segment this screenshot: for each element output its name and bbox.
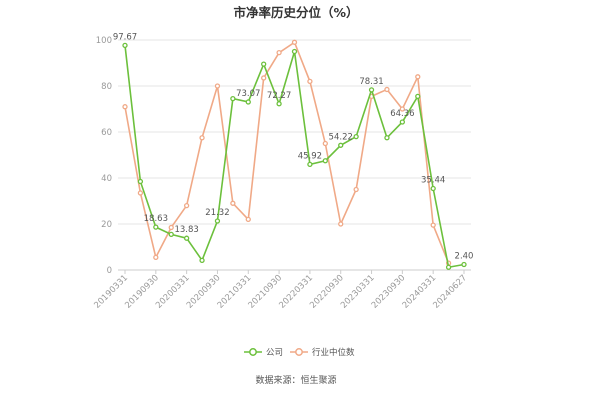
data-point[interactable]	[276, 101, 282, 107]
legend-label: 行业中位数	[312, 347, 355, 358]
data-point[interactable]	[276, 50, 282, 56]
data-label: 18.63	[144, 214, 168, 224]
data-label: 13.83	[174, 225, 198, 235]
data-point[interactable]	[230, 96, 236, 102]
data-point[interactable]	[322, 140, 328, 147]
data-label: 78.31	[359, 77, 383, 87]
data-point[interactable]	[399, 106, 406, 112]
data-point[interactable]	[261, 61, 267, 67]
data-point[interactable]	[199, 257, 205, 263]
data-point[interactable]	[399, 119, 406, 125]
legend-item-company[interactable]: 公司	[244, 348, 283, 358]
data-point[interactable]	[183, 202, 190, 209]
data-point[interactable]	[168, 224, 174, 231]
data-point[interactable]	[291, 48, 298, 55]
data-point[interactable]	[137, 190, 144, 196]
data-label: 72.27	[267, 91, 291, 101]
data-point[interactable]	[245, 99, 251, 105]
y-tick-label: 100	[96, 36, 112, 46]
data-point[interactable]	[199, 135, 205, 141]
data-point[interactable]	[368, 87, 375, 93]
series-lines	[122, 39, 467, 270]
data-point[interactable]	[384, 135, 390, 141]
data-point[interactable]	[245, 216, 251, 223]
data-point[interactable]	[415, 93, 421, 99]
x-tick-label: 20240627	[431, 273, 469, 311]
data-source-note: 数据来源：恒生聚源	[255, 374, 336, 386]
data-point[interactable]	[214, 83, 221, 89]
data-label: 97.67	[113, 32, 137, 42]
y-tick-label: 40	[101, 174, 112, 184]
y-tick-label: 20	[101, 220, 112, 230]
y-tick-label: 60	[101, 128, 112, 138]
series-line-industry-median	[124, 41, 450, 264]
data-point[interactable]	[430, 222, 436, 228]
data-point[interactable]	[168, 231, 174, 238]
data-point[interactable]	[322, 158, 328, 164]
x-axis: 2019033120190930202003312020093020210331…	[92, 270, 469, 311]
data-label: 35.44	[421, 175, 445, 185]
y-tick-label: 80	[101, 82, 112, 92]
data-point[interactable]	[153, 224, 159, 230]
legend-item-industry-median[interactable]: 行业中位数	[290, 347, 355, 358]
data-point[interactable]	[153, 254, 159, 261]
data-point[interactable]	[461, 261, 467, 268]
data-point[interactable]	[445, 264, 452, 270]
chart-title: 市净率历史分位（%）	[233, 5, 358, 20]
data-point[interactable]	[353, 133, 359, 140]
data-point[interactable]	[430, 185, 436, 192]
data-labels: 97.67 18.63 13.83 21.32 73.07 72.27 45.92 54.22…	[113, 32, 474, 261]
data-point[interactable]	[384, 86, 390, 93]
data-label: 64.36	[390, 109, 414, 119]
data-point[interactable]	[214, 218, 221, 224]
data-label: 2.40	[455, 251, 474, 261]
data-point[interactable]	[291, 39, 298, 45]
y-axis: 0 20 40 60 80 100	[96, 36, 112, 276]
legend-label: 公司	[266, 348, 283, 358]
data-point[interactable]	[415, 74, 421, 80]
data-label: 21.32	[205, 208, 229, 218]
data-point[interactable]	[353, 186, 359, 193]
data-point[interactable]	[137, 178, 144, 185]
data-label: 45.92	[298, 151, 322, 161]
y-tick-label: 0	[107, 266, 112, 276]
data-point[interactable]	[307, 161, 313, 168]
legend-marker	[249, 348, 257, 356]
data-point[interactable]	[230, 200, 236, 206]
data-point[interactable]	[307, 78, 313, 85]
data-point[interactable]	[261, 75, 267, 81]
data-point[interactable]	[183, 235, 190, 241]
data-label: 73.07	[236, 89, 260, 99]
data-point[interactable]	[122, 42, 128, 49]
data-point[interactable]	[122, 104, 128, 110]
data-point[interactable]	[338, 142, 344, 148]
data-point[interactable]	[338, 221, 344, 227]
legend[interactable]: 公司 行业中位数	[244, 347, 355, 358]
data-label: 54.22	[329, 132, 353, 142]
legend-marker	[295, 348, 303, 356]
